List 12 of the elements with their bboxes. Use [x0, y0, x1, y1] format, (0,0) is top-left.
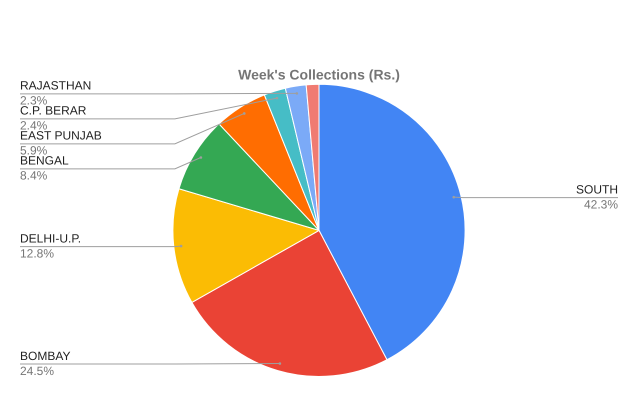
slice-label: SOUTH	[576, 182, 618, 196]
data-label: 24.5%	[20, 364, 54, 378]
slice-label: BOMBAY	[20, 348, 70, 363]
slice-label: RAJASTHAN	[20, 78, 92, 93]
slice-label: DELHI-U.P.	[20, 231, 82, 246]
data-label: 42.3%	[584, 197, 618, 212]
data-label: 8.4%	[20, 168, 48, 183]
slice-label: EAST PUNJAB	[20, 128, 102, 143]
slice-label: C.P. BERAR	[20, 104, 87, 118]
slice-label: BENGAL	[20, 154, 70, 168]
chart-title: Week's Collections (Rs.)	[238, 66, 400, 82]
data-label: 12.8%	[20, 246, 54, 260]
